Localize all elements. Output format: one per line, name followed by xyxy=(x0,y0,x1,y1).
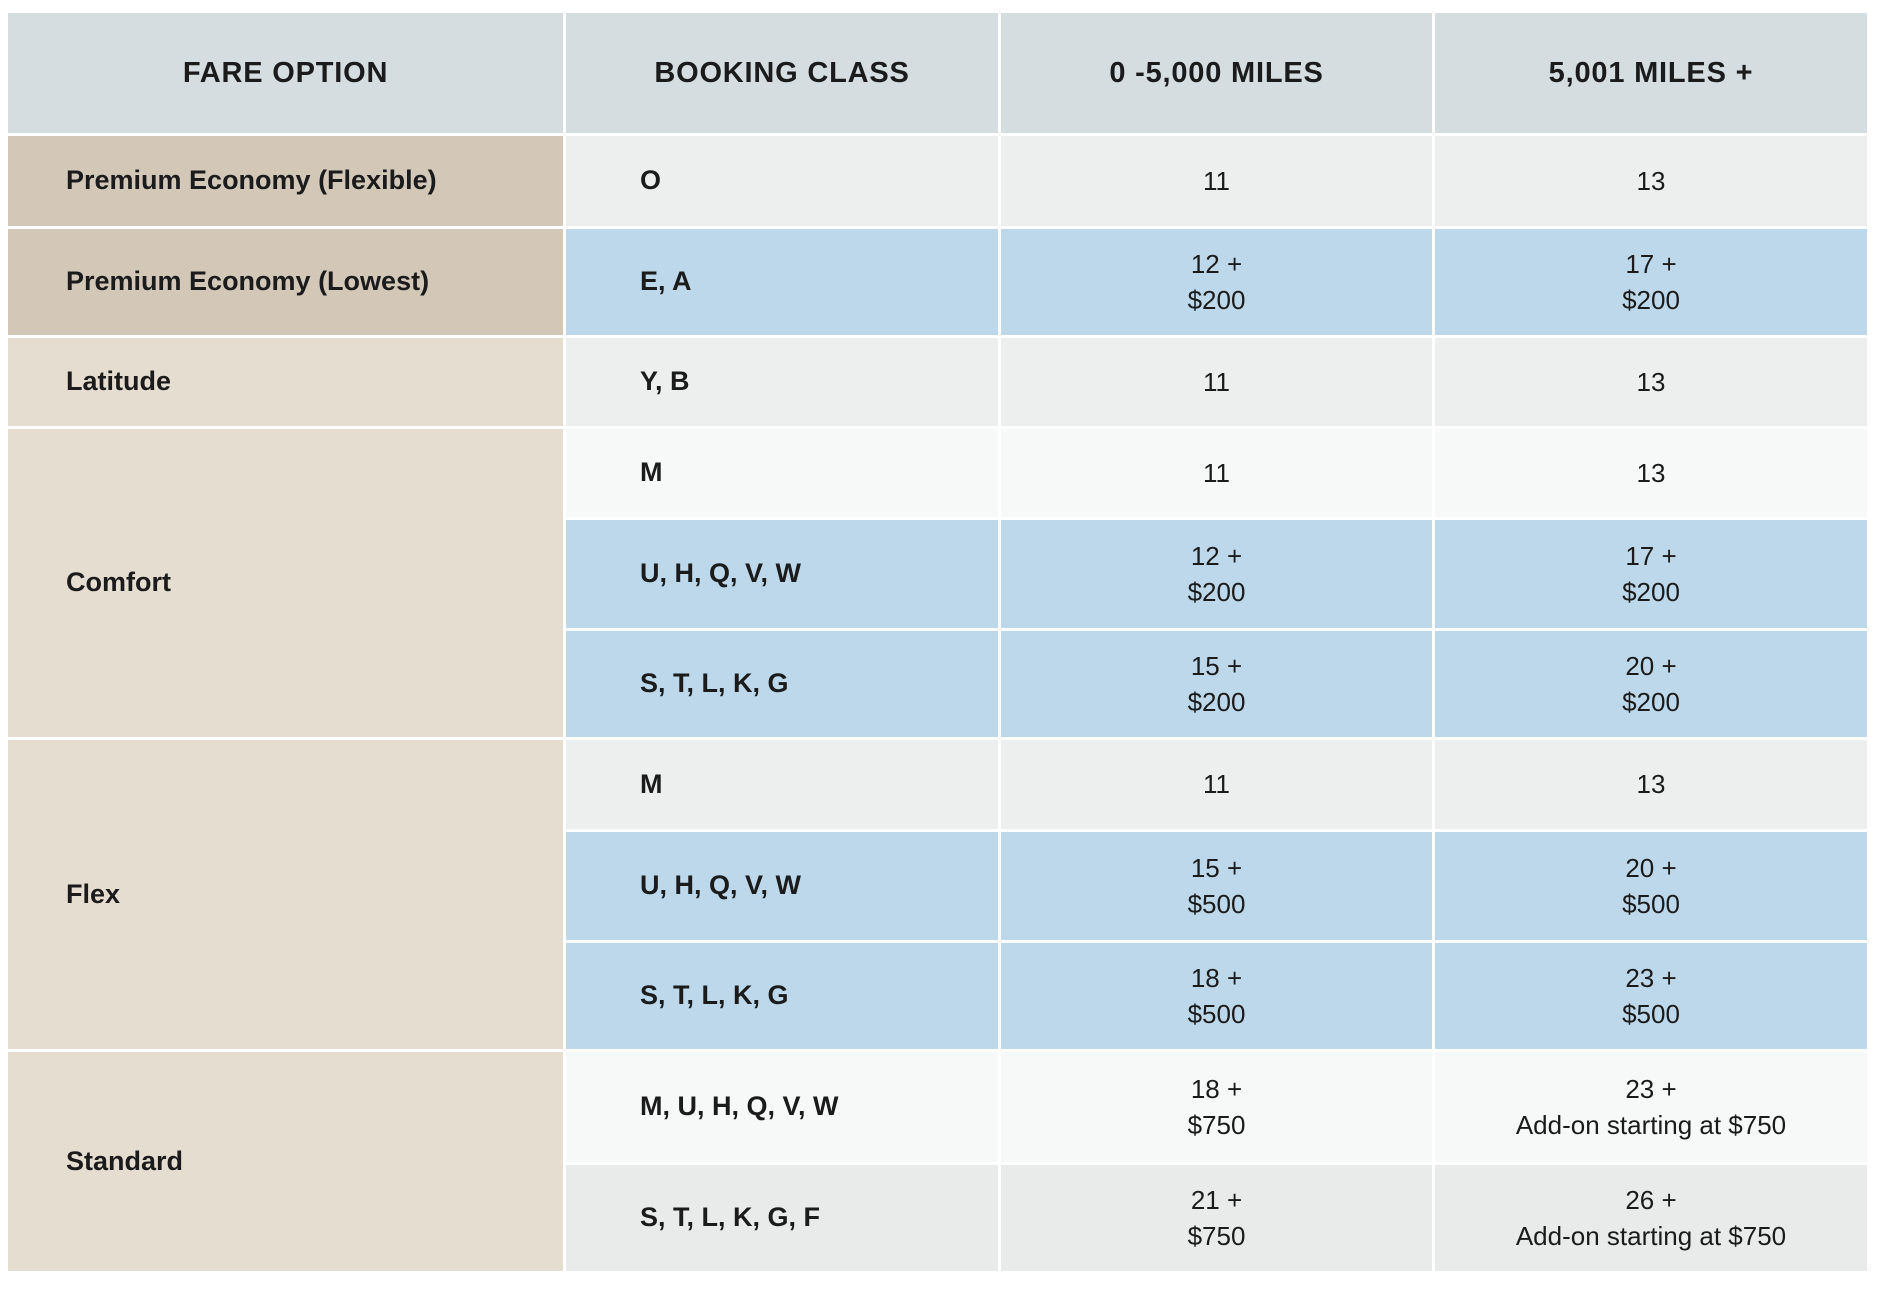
miles-0-5000-cell: 18 + $750 xyxy=(1001,1052,1432,1162)
booking-class-cell: E, A xyxy=(566,229,998,335)
booking-class-cell: Y, B xyxy=(566,338,998,426)
fare-table: FARE OPTION BOOKING CLASS 0 -5,000 MILES… xyxy=(5,10,1870,1274)
table-row: Flex M 11 13 xyxy=(8,740,1867,1049)
table-row: S, T, L, K, G, F 21 + $750 26 + Add-on start… xyxy=(8,1165,1867,1271)
header-row: FARE OPTION BOOKING CLASS 0 -5,000 MILES… xyxy=(8,13,1867,133)
miles-0-5000-cell: 11 xyxy=(1001,338,1432,426)
booking-class-cell: S, T, L, K, G xyxy=(566,943,998,1049)
miles-0-5000-cell: 18 + $500 xyxy=(1001,943,1432,1049)
booking-class-cell: S, T, L, K, G xyxy=(566,631,998,737)
table-row: Premium Economy (Flexible) O 11 13 xyxy=(8,136,1867,226)
table-row: Comfort M 11 13 xyxy=(8,429,1867,737)
booking-class-cell: M xyxy=(566,429,998,517)
miles-5001-plus-cell: 13 xyxy=(1435,740,1867,829)
fare-option-cell: Standard xyxy=(8,1052,563,1271)
miles-5001-plus-cell: 13 xyxy=(1435,429,1867,517)
miles-0-5000-cell: 15 + $200 xyxy=(1001,631,1432,737)
column-header-fare-option: FARE OPTION xyxy=(8,13,563,133)
booking-class-cell: M xyxy=(566,740,998,829)
booking-class-cell: U, H, Q, V, W xyxy=(566,520,998,628)
miles-0-5000-cell: 21 + $750 xyxy=(1001,1165,1432,1271)
column-header-booking-class: BOOKING CLASS xyxy=(566,13,998,133)
booking-class-cell: S, T, L, K, G, F xyxy=(566,1165,998,1271)
miles-5001-plus-cell: 23 + Add-on starting at $750 xyxy=(1435,1052,1867,1162)
miles-5001-plus-cell: 17 + $200 xyxy=(1435,520,1867,628)
miles-0-5000-cell: 11 xyxy=(1001,136,1432,226)
miles-5001-plus-cell: 17 + $200 xyxy=(1435,229,1867,335)
miles-5001-plus-cell: 13 xyxy=(1435,136,1867,226)
miles-0-5000-cell: 15 + $500 xyxy=(1001,832,1432,940)
fare-option-cell: Latitude xyxy=(8,338,563,426)
booking-class-cell: M, U, H, Q, V, W xyxy=(566,1052,998,1162)
table-row: S, T, L, K, G 15 + $200 20 + $200 xyxy=(8,631,1867,737)
fare-chart: FARE OPTION BOOKING CLASS 0 -5,000 MILES… xyxy=(5,10,1870,1274)
miles-0-5000-cell: 12 + $200 xyxy=(1001,229,1432,335)
fare-option-cell: Premium Economy (Lowest) xyxy=(8,229,563,335)
table-row: Standard M, U, H, Q, V, W 18 + $750 23 + Add-… xyxy=(8,1052,1867,1271)
column-header-miles-0-5000: 0 -5,000 MILES xyxy=(1001,13,1432,133)
booking-class-cell: U, H, Q, V, W xyxy=(566,832,998,940)
miles-0-5000-cell: 11 xyxy=(1001,740,1432,829)
table-row: Latitude Y, B 11 13 xyxy=(8,338,1867,426)
miles-5001-plus-cell: 13 xyxy=(1435,338,1867,426)
fare-table-header: FARE OPTION BOOKING CLASS 0 -5,000 MILES… xyxy=(8,13,1867,133)
fare-option-cell: Comfort xyxy=(8,429,563,737)
booking-class-cell: O xyxy=(566,136,998,226)
miles-0-5000-cell: 12 + $200 xyxy=(1001,520,1432,628)
miles-0-5000-cell: 11 xyxy=(1001,429,1432,517)
table-row: S, T, L, K, G 18 + $500 23 + $500 xyxy=(8,943,1867,1049)
miles-5001-plus-cell: 23 + $500 xyxy=(1435,943,1867,1049)
miles-5001-plus-cell: 20 + $500 xyxy=(1435,832,1867,940)
table-row: U, H, Q, V, W 15 + $500 20 + $500 xyxy=(8,832,1867,940)
fare-option-cell: Premium Economy (Flexible) xyxy=(8,136,563,226)
fare-table-body: Premium Economy (Flexible) O 11 13 Premium E… xyxy=(8,136,1867,1271)
table-row: Premium Economy (Lowest) E, A 12 + $200 17 +… xyxy=(8,229,1867,335)
miles-5001-plus-cell: 26 + Add-on starting at $750 xyxy=(1435,1165,1867,1271)
miles-5001-plus-cell: 20 + $200 xyxy=(1435,631,1867,737)
fare-option-cell: Flex xyxy=(8,740,563,1049)
column-header-miles-5001: 5,001 MILES + xyxy=(1435,13,1867,133)
table-row: U, H, Q, V, W 12 + $200 17 + $200 xyxy=(8,520,1867,628)
